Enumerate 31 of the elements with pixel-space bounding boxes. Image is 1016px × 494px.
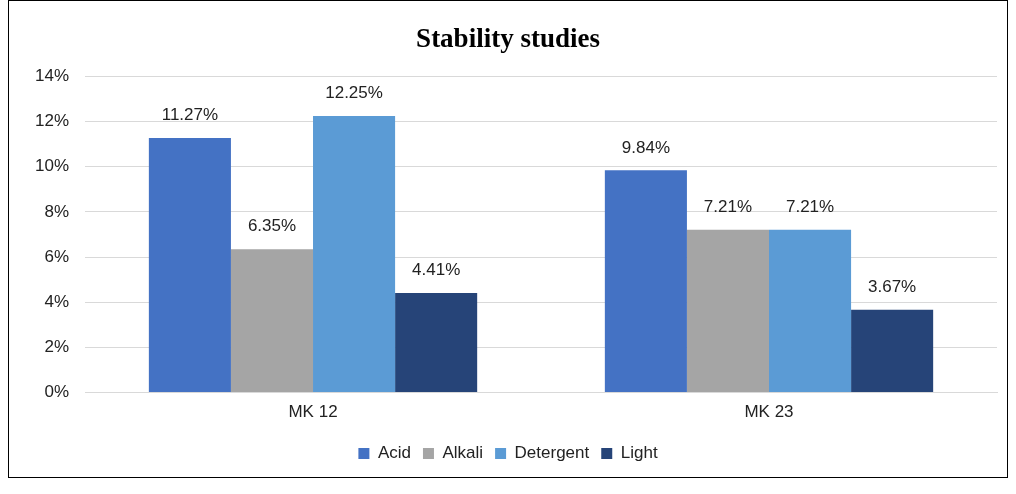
y-tick-label: 6% (44, 246, 70, 266)
bar (851, 309, 934, 393)
y-tick-label: 14% (34, 66, 70, 86)
y-tick-label: 12% (34, 111, 70, 131)
legend-label: Detergent (514, 443, 590, 463)
legend-label: Light (620, 443, 658, 463)
y-tick-label: 10% (34, 156, 70, 176)
data-label: 7.21% (703, 196, 753, 216)
chart-title: Stability studies (416, 23, 600, 54)
bar (148, 138, 231, 393)
y-tick-label: 4% (44, 291, 70, 311)
bar (230, 249, 314, 393)
data-label: 3.67% (868, 276, 917, 296)
bar (313, 115, 396, 393)
x-tick-label: MK 23 (744, 402, 794, 422)
legend-label: Alkali (442, 443, 484, 463)
bar (686, 229, 770, 393)
data-label: 11.27% (161, 105, 219, 125)
bar (769, 229, 852, 393)
y-tick-label: 0% (44, 382, 70, 402)
legend-label: Acid (377, 443, 411, 463)
data-label: 4.41% (412, 260, 461, 280)
bar (604, 170, 687, 393)
y-tick-label: 8% (44, 201, 70, 221)
y-tick-label: 2% (44, 337, 70, 357)
data-label: 12.25% (325, 83, 383, 103)
x-tick-label: MK 12 (288, 402, 338, 422)
data-label: 6.35% (247, 216, 297, 236)
bar (395, 293, 478, 393)
data-label: 9.84% (621, 137, 670, 157)
data-label: 7.21% (785, 196, 835, 216)
